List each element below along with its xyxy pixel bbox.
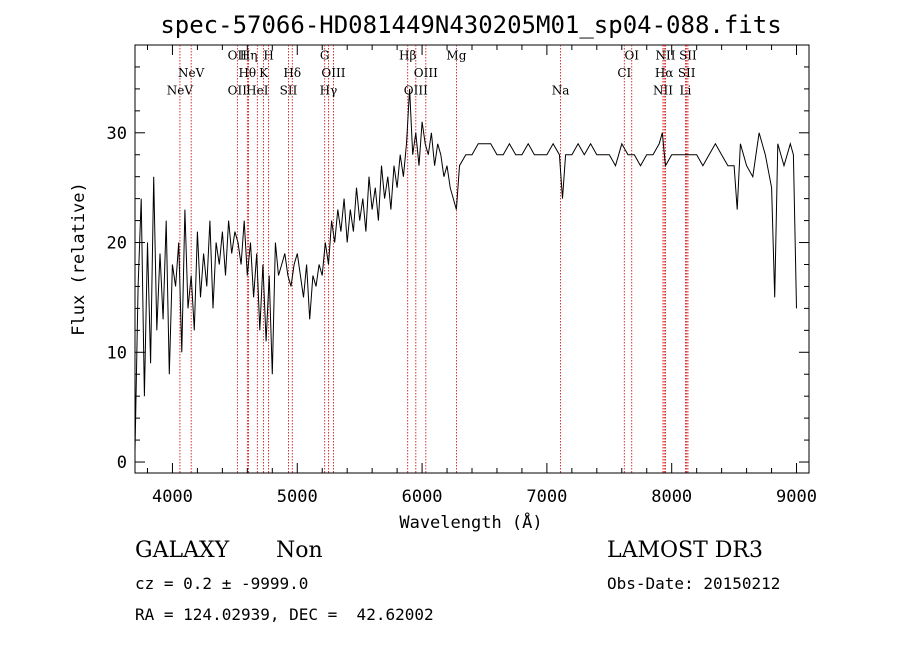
line-label-6: HeI bbox=[246, 84, 269, 98]
x-tick-label-5: 9000 bbox=[776, 487, 817, 507]
line-label-8: K bbox=[259, 66, 269, 80]
survey-name: LAMOST DR3 bbox=[607, 538, 763, 563]
line-label-23: NII bbox=[653, 84, 673, 98]
x-axis-ticks: 4000 5000 6000 7000 8000 9000 bbox=[146, 45, 817, 507]
object-subclass: Non bbox=[276, 538, 323, 563]
line-label-26: Li bbox=[680, 84, 692, 98]
line-label-20: CI bbox=[617, 66, 631, 80]
object-class: GALAXY bbox=[135, 538, 230, 563]
line-label-7: H bbox=[263, 49, 273, 63]
x-axis-label: Wavelength (Å) bbox=[399, 511, 542, 533]
x-tick-label-2: 6000 bbox=[402, 487, 443, 507]
coordinates: RA = 124.02939, DEC = 42.62002 bbox=[135, 605, 434, 624]
line-label-16: OIII bbox=[414, 66, 438, 80]
line-label-2: OII bbox=[228, 49, 248, 63]
x-tick-label-4: 8000 bbox=[651, 487, 692, 507]
y-tick-label-0: 0 bbox=[117, 453, 127, 473]
y-axis-ticks: 0 10 20 30 bbox=[107, 66, 809, 473]
y-tick-label-1: 10 bbox=[107, 343, 127, 363]
spectrum-series-line bbox=[134, 88, 797, 452]
plot-frame bbox=[134, 44, 810, 474]
x-tick-label-3: 7000 bbox=[526, 487, 567, 507]
line-label-18: Na bbox=[552, 84, 570, 98]
y-tick-label-2: 20 bbox=[107, 234, 127, 254]
line-label-24: SII bbox=[679, 49, 697, 63]
line-label-9: SII bbox=[280, 84, 298, 98]
line-label-11: G bbox=[320, 49, 330, 63]
y-axis-label: Flux (relative) bbox=[69, 182, 89, 336]
line-label-10: Hδ bbox=[283, 66, 301, 80]
line-label-15: OIII bbox=[404, 84, 428, 98]
line-label-3: OII bbox=[228, 84, 248, 98]
line-label-14: Hβ bbox=[399, 49, 416, 63]
line-label-25: SII bbox=[678, 66, 696, 80]
line-label-4: Hη bbox=[240, 49, 258, 63]
redshift-value: cz = 0.2 ± -9999.0 bbox=[135, 574, 309, 593]
line-label-0: NeV bbox=[167, 84, 194, 98]
chart-title: spec-57066-HD081449N430205M01_sp04-088.f… bbox=[160, 11, 781, 39]
obs-date: Obs-Date: 20150212 bbox=[607, 574, 781, 593]
line-label-1: NeV bbox=[178, 66, 205, 80]
line-label-21: NII bbox=[655, 49, 675, 63]
line-label-22: Hα bbox=[655, 66, 674, 80]
x-tick-label-0: 4000 bbox=[152, 487, 193, 507]
line-label-13: Hγ bbox=[320, 84, 338, 98]
x-tick-label-1: 5000 bbox=[277, 487, 318, 507]
line-label-12: OIII bbox=[321, 66, 345, 80]
line-label-5: Hθ bbox=[238, 66, 256, 80]
line-label-19: OI bbox=[624, 49, 639, 63]
line-label-17: Mg bbox=[446, 49, 466, 63]
y-tick-label-3: 30 bbox=[107, 124, 127, 144]
spectral-line-labels: NeVNeVOIIOIIHηHθHeIHKSIIHδGOIIIHγHβOIIIO… bbox=[167, 49, 697, 98]
